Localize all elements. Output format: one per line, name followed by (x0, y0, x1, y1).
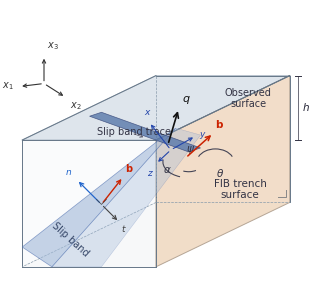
Text: Slip band trace: Slip band trace (96, 127, 170, 137)
Text: Slip band: Slip band (50, 220, 91, 258)
Text: $\alpha$: $\alpha$ (162, 165, 171, 175)
Text: $x_1$: $x_1$ (2, 81, 13, 92)
Polygon shape (156, 76, 290, 267)
Polygon shape (22, 202, 290, 267)
Text: z: z (147, 169, 152, 178)
Text: $\psi$: $\psi$ (186, 144, 195, 156)
Text: y: y (200, 129, 205, 138)
Text: FIB trench
surface: FIB trench surface (214, 179, 267, 200)
Polygon shape (52, 128, 201, 267)
Text: n: n (66, 168, 72, 177)
Text: $\mathbf{b}$: $\mathbf{b}$ (215, 118, 224, 130)
Text: $\theta$: $\theta$ (216, 167, 224, 179)
Text: q: q (183, 94, 190, 104)
Polygon shape (90, 112, 201, 152)
Text: h: h (303, 103, 309, 113)
Polygon shape (22, 76, 290, 140)
Text: t: t (121, 225, 125, 234)
Text: $\mathbf{b}$: $\mathbf{b}$ (125, 162, 134, 174)
Polygon shape (22, 140, 156, 267)
Text: $x_3$: $x_3$ (47, 40, 59, 52)
Text: x: x (144, 108, 150, 117)
Text: Observed
surface: Observed surface (225, 88, 272, 109)
Polygon shape (22, 128, 176, 267)
Text: $x_2$: $x_2$ (70, 100, 81, 112)
